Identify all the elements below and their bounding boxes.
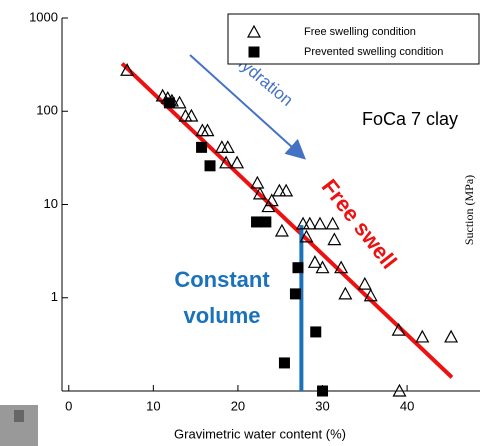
legend-label: Prevented swelling condition <box>304 46 443 58</box>
x-axis-label: Gravimetric water content (%) <box>174 426 346 441</box>
point <box>163 97 175 109</box>
point <box>204 160 216 172</box>
point <box>391 322 406 336</box>
point <box>120 63 135 76</box>
point <box>357 276 372 290</box>
point <box>272 183 287 197</box>
point <box>363 288 378 302</box>
image-fragment <box>14 410 24 422</box>
point <box>250 175 265 189</box>
point <box>325 216 340 230</box>
point <box>299 229 314 243</box>
y-tick-label: 1000 <box>29 9 58 24</box>
point <box>315 260 330 274</box>
point <box>317 385 329 397</box>
legend-marker <box>246 24 262 38</box>
point <box>302 216 317 230</box>
point <box>444 329 459 343</box>
legend-marker <box>248 46 260 58</box>
point <box>289 288 301 300</box>
annotation: Constant <box>174 267 270 292</box>
point <box>392 383 407 397</box>
annotation: FoCa 7 clay <box>362 109 458 129</box>
point <box>219 155 234 169</box>
point <box>327 232 342 246</box>
point <box>296 216 311 230</box>
y-tick-label: 10 <box>44 196 58 211</box>
point <box>279 183 294 197</box>
point <box>252 186 267 200</box>
point <box>312 216 327 230</box>
point <box>338 286 353 300</box>
x-tick-label: 20 <box>231 398 245 413</box>
point <box>278 357 290 369</box>
point <box>292 262 304 274</box>
point <box>334 260 349 274</box>
x-tick-label: 10 <box>146 398 160 413</box>
y-tick-label: 100 <box>36 103 58 118</box>
point <box>274 223 289 237</box>
annotation: volume <box>183 303 260 328</box>
point <box>214 140 229 153</box>
point <box>251 216 263 228</box>
legend <box>227 13 480 65</box>
point <box>172 95 187 109</box>
hydration-arrow <box>189 54 306 160</box>
y-tick-label: 1 <box>51 289 58 304</box>
point <box>415 329 430 343</box>
point <box>184 108 199 122</box>
x-tick-label: 30 <box>315 398 329 413</box>
x-tick-label: 0 <box>65 398 72 413</box>
y-axis-label: Suction (MPa) <box>462 175 476 245</box>
point <box>310 326 322 338</box>
point <box>307 255 322 268</box>
point <box>261 199 276 213</box>
legend-label: Free swelling condition <box>304 26 416 38</box>
point <box>196 141 208 153</box>
point <box>200 123 215 137</box>
point <box>220 140 235 153</box>
point <box>230 155 245 169</box>
trend-line <box>120 62 454 379</box>
x-tick-label: 40 <box>400 398 414 413</box>
point <box>260 216 272 228</box>
